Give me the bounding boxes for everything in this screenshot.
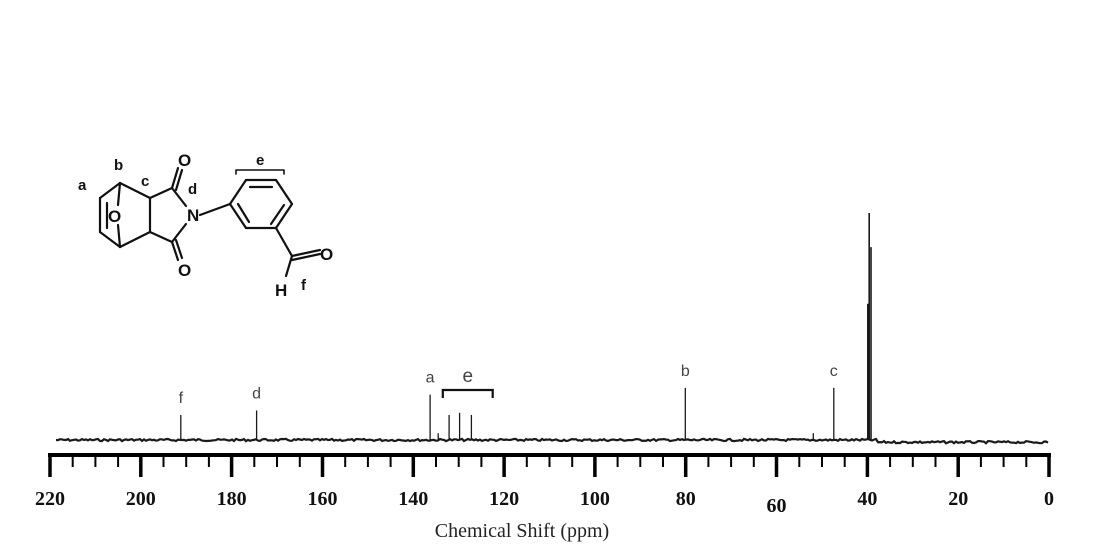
position-label-d: d bbox=[188, 181, 197, 198]
position-label-c: c bbox=[141, 173, 149, 190]
carbonyl-bond bbox=[170, 240, 180, 262]
ring-bond bbox=[228, 178, 248, 206]
carbonyl-bond bbox=[174, 238, 184, 260]
position-label-a: a bbox=[78, 177, 87, 194]
x-tick-label: 100 bbox=[580, 488, 610, 510]
aldehyde-bond bbox=[284, 254, 294, 278]
x-tick-label: 140 bbox=[398, 488, 428, 510]
peak-label-c: c bbox=[830, 363, 838, 380]
x-axis: 220 200 180 160 140 120 100 80 60 40 20 0 bbox=[35, 453, 1054, 517]
carbonyl-bond bbox=[170, 166, 180, 190]
x-tick-label: 220 bbox=[35, 488, 65, 510]
e-bracket bbox=[235, 169, 285, 175]
atom-label-o-aldehyde: O bbox=[320, 245, 333, 264]
peak-labels: f d a b c e bbox=[179, 363, 838, 407]
aromatic-bond bbox=[269, 203, 286, 226]
group-bracket-e bbox=[441, 388, 494, 398]
position-label-e: e bbox=[256, 152, 264, 169]
x-axis-title: Chemical Shift (ppm) bbox=[435, 520, 609, 542]
x-tick-label: 120 bbox=[489, 488, 519, 510]
ring-bond bbox=[148, 230, 174, 244]
ring-bond bbox=[170, 222, 188, 244]
x-tick-label: 200 bbox=[126, 488, 156, 510]
atom-label-o-top: O bbox=[178, 151, 191, 170]
x-tick-label: 160 bbox=[308, 488, 338, 510]
spectrum-baseline bbox=[55, 437, 1049, 445]
ring-bond bbox=[274, 202, 294, 230]
x-tick-label: 0 bbox=[1044, 488, 1054, 510]
atom-label-o-bridge: O bbox=[108, 207, 121, 226]
atom-label-n: N bbox=[187, 206, 199, 225]
atom-label-h: H bbox=[275, 281, 287, 300]
peak-label-f: f bbox=[179, 390, 184, 407]
bridge-bond bbox=[116, 223, 122, 249]
aldehyde-bond bbox=[290, 248, 322, 258]
ring-bond bbox=[118, 230, 152, 249]
ring-bond bbox=[274, 178, 294, 206]
aromatic-bond bbox=[236, 202, 251, 224]
x-tick-label: 20 bbox=[948, 488, 968, 510]
structure-labels: O O N O O H a b c d e f bbox=[78, 151, 333, 300]
bridge-bond bbox=[116, 181, 122, 207]
x-tick-label: 60 bbox=[767, 495, 787, 517]
ring-bond bbox=[118, 181, 152, 200]
ring-bond bbox=[98, 181, 122, 200]
aldehyde-bond bbox=[290, 252, 322, 262]
peak-label-b: b bbox=[681, 363, 690, 380]
x-tick-label: 40 bbox=[857, 488, 877, 510]
x-tick-label: 180 bbox=[217, 488, 247, 510]
n-aryl-bond bbox=[198, 202, 232, 217]
carbonyl-bond bbox=[174, 168, 184, 192]
spectrum bbox=[55, 213, 1049, 445]
ring-bond bbox=[228, 202, 248, 230]
chemical-structure bbox=[98, 166, 322, 278]
x-tick-label: 80 bbox=[676, 488, 696, 510]
aldehyde-bond bbox=[274, 226, 294, 258]
ring-bond bbox=[98, 230, 122, 249]
group-label-e: e bbox=[463, 366, 474, 387]
atom-label-o-bottom: O bbox=[178, 261, 191, 280]
position-label-b: b bbox=[114, 157, 123, 174]
peak-label-a: a bbox=[426, 370, 435, 387]
peak-label-d: d bbox=[252, 386, 261, 403]
position-label-f: f bbox=[301, 277, 307, 294]
ring-bond bbox=[170, 186, 188, 208]
ring-bond bbox=[148, 186, 174, 200]
